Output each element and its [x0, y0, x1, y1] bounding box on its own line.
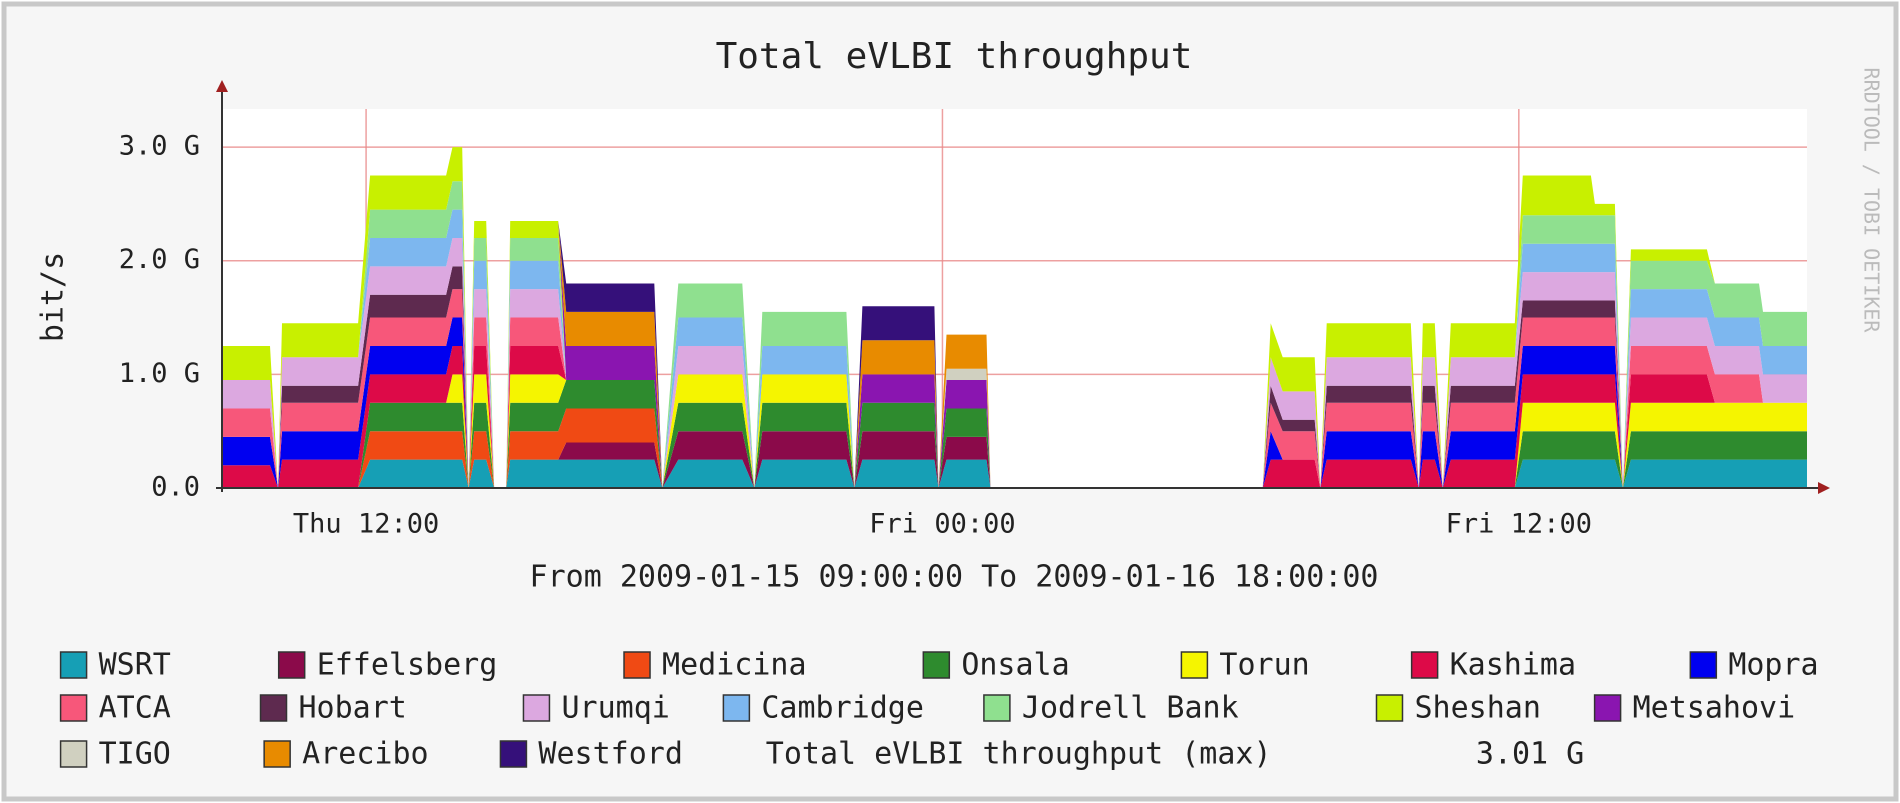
watermark: RRDTOOL / TOBI OETIKER	[1860, 68, 1884, 334]
max-value: 3.01 G	[1476, 737, 1584, 772]
legend-swatch	[277, 651, 306, 679]
legend-swatch	[983, 694, 1011, 722]
chart-title: Total eVLBI throughput	[716, 36, 1193, 77]
area	[222, 317, 1807, 488]
area	[222, 238, 1807, 488]
legend-label: Jodrell Bank	[1022, 691, 1239, 726]
legend-swatch	[623, 651, 651, 679]
legend-swatch	[1180, 651, 1209, 679]
x-axis-arrow	[1818, 482, 1830, 494]
legend-swatch	[722, 694, 751, 722]
max-label: Total eVLBI throughput (max)	[766, 737, 1272, 772]
x-tick-label: Fri 12:00	[1446, 509, 1592, 540]
area	[222, 380, 1807, 488]
legend-label: Sheshan	[1414, 691, 1540, 726]
legend-label: WSRT	[99, 648, 171, 683]
legend-label: Urumqi	[561, 691, 669, 726]
legend-swatch	[1593, 694, 1622, 722]
y-axis-label: bit/s	[36, 252, 71, 342]
legend-swatch	[59, 694, 88, 722]
area	[222, 181, 1807, 488]
area	[222, 431, 1807, 488]
y-tick-label: 0.0	[151, 472, 200, 503]
y-tick-label: 3.0 G	[119, 131, 200, 162]
legend-label: Westford	[538, 737, 683, 772]
legend-swatch	[922, 651, 951, 679]
legend-swatch	[259, 694, 288, 722]
legend-label: Mopra	[1728, 648, 1818, 683]
legend-swatch	[59, 740, 88, 768]
legend-label: Cambridge	[761, 691, 924, 726]
y-axis-arrow	[216, 80, 228, 92]
legend-label: Medicina	[662, 648, 807, 683]
legend-label: Metsahovi	[1633, 691, 1796, 726]
legend-label: ATCA	[99, 691, 171, 726]
legend-label: TIGO	[99, 737, 171, 772]
y-tick-label: 1.0 G	[119, 358, 200, 389]
x-axis-label: From 2009-01-15 09:00:00 To 2009-01-16 1…	[530, 560, 1379, 595]
legend-label: Arecibo	[302, 737, 428, 772]
legend-swatch	[263, 740, 291, 768]
y-tick-label: 2.0 G	[119, 244, 200, 275]
legend-swatch	[1375, 694, 1404, 722]
legend-swatch	[499, 740, 528, 768]
legend-label: Hobart	[299, 691, 407, 726]
legend-label: Torun	[1219, 648, 1309, 683]
x-tick-label: Fri 00:00	[869, 509, 1015, 540]
legend-label: Effelsberg	[317, 648, 498, 683]
legend-swatch	[522, 694, 551, 722]
legend-swatch	[1410, 651, 1439, 679]
area	[222, 459, 1807, 488]
legend-label: Onsala	[961, 648, 1069, 683]
area	[222, 408, 1807, 488]
legend-swatch	[1689, 651, 1718, 679]
area	[222, 147, 1807, 488]
x-tick-label: Thu 12:00	[293, 509, 439, 540]
legend-label: Kashima	[1450, 648, 1576, 683]
legend-swatch	[59, 651, 88, 679]
